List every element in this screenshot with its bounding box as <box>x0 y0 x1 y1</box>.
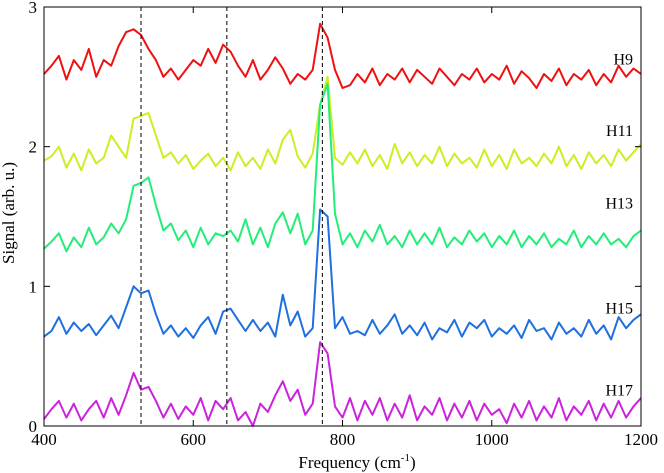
axis-ticks <box>43 6 642 427</box>
x-tick-label: 400 <box>31 430 57 449</box>
series-line-h11 <box>43 75 642 172</box>
reference-lines <box>140 7 323 426</box>
series-line-h9 <box>43 22 642 89</box>
series-line-h17 <box>43 341 642 427</box>
series-label-h15: H15 <box>605 300 633 317</box>
x-axis-label-end: ) <box>410 453 416 472</box>
x-axis-label-main: Frequency (cm <box>298 453 400 472</box>
x-tick-label: 1000 <box>475 430 509 449</box>
x-axis-label: Frequency (cm-1) <box>298 452 415 472</box>
plot-frame <box>43 6 642 427</box>
tick-labels: 400 600 800 1000 1200 0 1 2 3 <box>29 0 659 449</box>
y-tick-label: 0 <box>29 417 38 436</box>
y-tick-label: 2 <box>29 138 38 157</box>
series-label-h13: H13 <box>605 196 633 213</box>
series-label-h17: H17 <box>605 383 633 400</box>
y-axis-label: Signal (arb. u.) <box>0 162 18 264</box>
y-tick-label: 3 <box>29 0 38 17</box>
series-line-h15 <box>43 208 642 341</box>
series-line-h13 <box>43 82 642 253</box>
series-label-h11: H11 <box>606 123 633 140</box>
series-label-h9: H9 <box>613 52 633 69</box>
x-tick-label: 1200 <box>624 430 658 449</box>
y-tick-label: 1 <box>29 277 38 296</box>
x-tick-label: 600 <box>181 430 207 449</box>
plot-lines <box>43 22 642 427</box>
x-tick-label: 800 <box>330 430 356 449</box>
x-axis-label-sup: -1 <box>401 452 410 464</box>
series-labels: H9 H11 H13 H15 H17 <box>605 52 633 400</box>
